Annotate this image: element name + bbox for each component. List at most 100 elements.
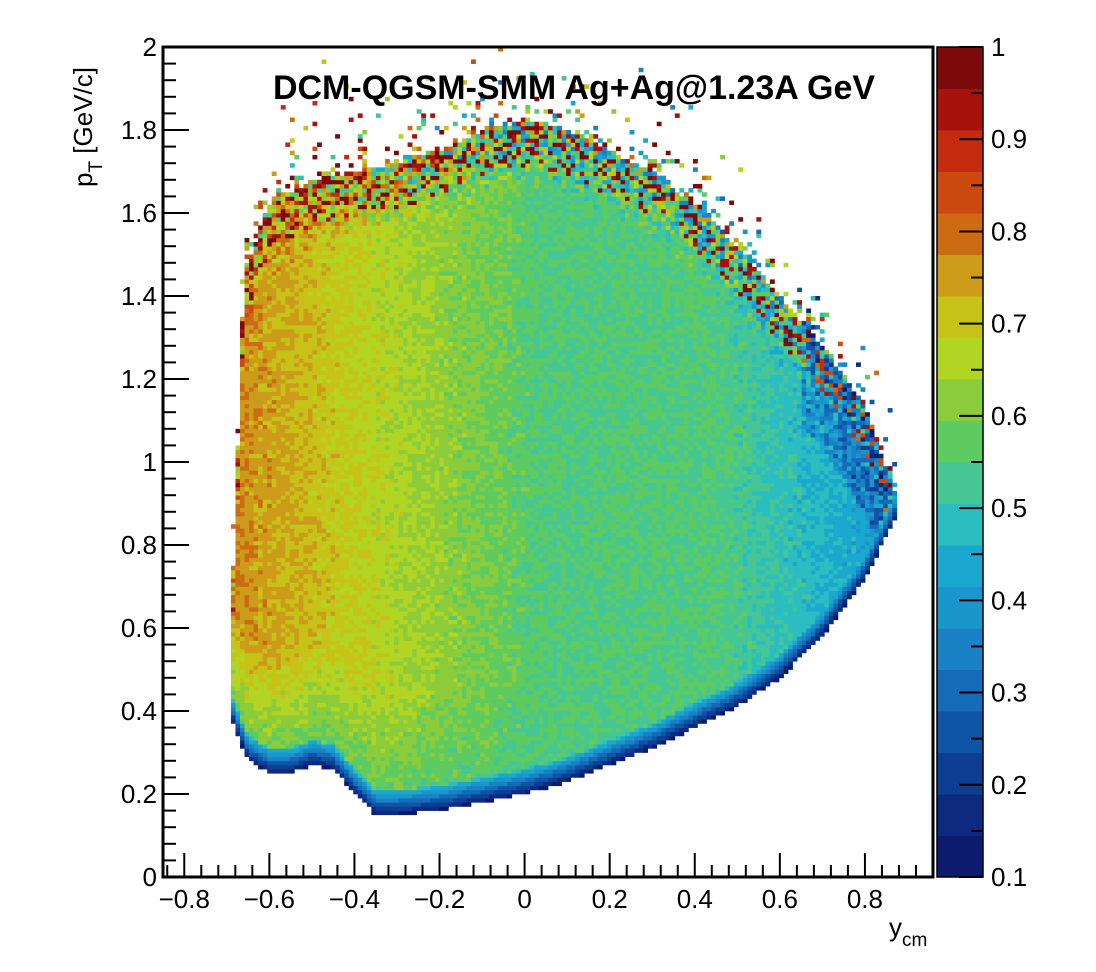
- heatmap-cell: [335, 503, 340, 508]
- heatmap-cell: [371, 723, 377, 728]
- heatmap-cell: [271, 690, 277, 695]
- heatmap-cell: [253, 370, 259, 376]
- heatmap-cell: [335, 727, 340, 733]
- heatmap-cell: [366, 719, 372, 724]
- heatmap-cell: [298, 561, 304, 567]
- heatmap-cell: [384, 358, 390, 363]
- heatmap-cell: [339, 246, 345, 251]
- heatmap-cell: [357, 594, 363, 600]
- heatmap-cell: [298, 192, 304, 197]
- heatmap-cell: [321, 441, 327, 446]
- heatmap-cell: [307, 482, 313, 488]
- heatmap-cell: [344, 565, 350, 571]
- heatmap-cell: [317, 561, 322, 567]
- heatmap-cell: [262, 337, 268, 342]
- heatmap-cell: [357, 706, 363, 712]
- heatmap-cell: [335, 740, 340, 745]
- heatmap-cell: [267, 615, 273, 621]
- heatmap-cell: [267, 590, 273, 596]
- heatmap-cell: [335, 163, 340, 168]
- heatmap-cell: [353, 578, 359, 583]
- heatmap-cell: [339, 196, 345, 201]
- heatmap-cell: [362, 308, 368, 313]
- heatmap-cell: [235, 507, 241, 513]
- heatmap-cell: [244, 441, 250, 446]
- heatmap-cell: [353, 416, 359, 421]
- heatmap-cell: [253, 657, 259, 662]
- heatmap-cell: [375, 188, 381, 193]
- heatmap-cell: [326, 495, 331, 500]
- heatmap-cell: [357, 789, 363, 795]
- heatmap-cell: [335, 204, 340, 210]
- heatmap-cell: [244, 424, 250, 430]
- heatmap-cell: [335, 694, 340, 699]
- heatmap-cell: [303, 545, 309, 550]
- heatmap-cell: [307, 744, 313, 749]
- heatmap-cell: [375, 545, 381, 550]
- heatmap-cell: [339, 221, 345, 226]
- heatmap-cell: [285, 665, 291, 670]
- heatmap-cell: [380, 598, 386, 604]
- heatmap-cell: [230, 694, 236, 699]
- heatmap-cell: [289, 478, 295, 484]
- heatmap-cell: [326, 727, 331, 733]
- heatmap-cell: [253, 478, 259, 484]
- heatmap-cell: [330, 536, 336, 542]
- heatmap-cell: [249, 561, 254, 567]
- heatmap-cell: [312, 561, 318, 567]
- heatmap-cell: [384, 540, 390, 546]
- heatmap-cell: [330, 308, 336, 313]
- heatmap-cell: [280, 320, 286, 326]
- heatmap-cell: [339, 545, 345, 550]
- heatmap-cell: [235, 569, 241, 575]
- heatmap-cell: [276, 769, 282, 774]
- heatmap-cell: [317, 271, 322, 276]
- heatmap-cell: [307, 536, 313, 542]
- heatmap-cell: [335, 275, 340, 280]
- heatmap-cell: [317, 242, 322, 247]
- heatmap-cell: [235, 482, 241, 488]
- heatmap-cell: [285, 711, 291, 716]
- heatmap-cell: [335, 715, 340, 720]
- heatmap-cell: [249, 387, 254, 392]
- heatmap-cell: [348, 669, 354, 674]
- heatmap-cell: [276, 673, 282, 679]
- heatmap-cell: [276, 204, 282, 210]
- heatmap-cell: [262, 242, 268, 247]
- heatmap-cell: [344, 395, 350, 401]
- heatmap-cell: [312, 690, 318, 695]
- heatmap-cell: [321, 540, 327, 546]
- heatmap-cell: [357, 565, 363, 571]
- heatmap-cell: [230, 644, 236, 650]
- heatmap-cell: [375, 748, 381, 753]
- heatmap-cell: [353, 296, 359, 301]
- heatmap-cell: [366, 545, 372, 550]
- heatmap-cell: [362, 408, 368, 413]
- heatmap-cell: [253, 553, 259, 558]
- heatmap-cell: [371, 727, 377, 733]
- heatmap-cell: [371, 179, 377, 185]
- heatmap-cell: [303, 445, 309, 450]
- heatmap-cell: [366, 316, 372, 322]
- heatmap-cell: [262, 503, 268, 508]
- heatmap-cell: [335, 183, 340, 189]
- heatmap-cell: [321, 354, 327, 359]
- heatmap-cell: [240, 503, 245, 508]
- heatmap-cell: [289, 208, 295, 214]
- heatmap-cell: [371, 785, 377, 791]
- heatmap-cell: [366, 437, 372, 442]
- heatmap-cell: [389, 300, 395, 305]
- heatmap-cell: [357, 582, 363, 587]
- heatmap-cell: [362, 204, 368, 210]
- heatmap-cell: [298, 764, 304, 770]
- heatmap-cell: [271, 520, 277, 525]
- heatmap-cell: [267, 254, 273, 259]
- heatmap-cell: [262, 574, 268, 579]
- heatmap-cell: [335, 752, 340, 757]
- heatmap-cell: [366, 246, 372, 251]
- heatmap-cell: [321, 362, 327, 367]
- heatmap-cell: [348, 428, 354, 434]
- heatmap-cell: [253, 524, 259, 529]
- heatmap-cell: [389, 574, 395, 579]
- heatmap-cell: [235, 628, 241, 633]
